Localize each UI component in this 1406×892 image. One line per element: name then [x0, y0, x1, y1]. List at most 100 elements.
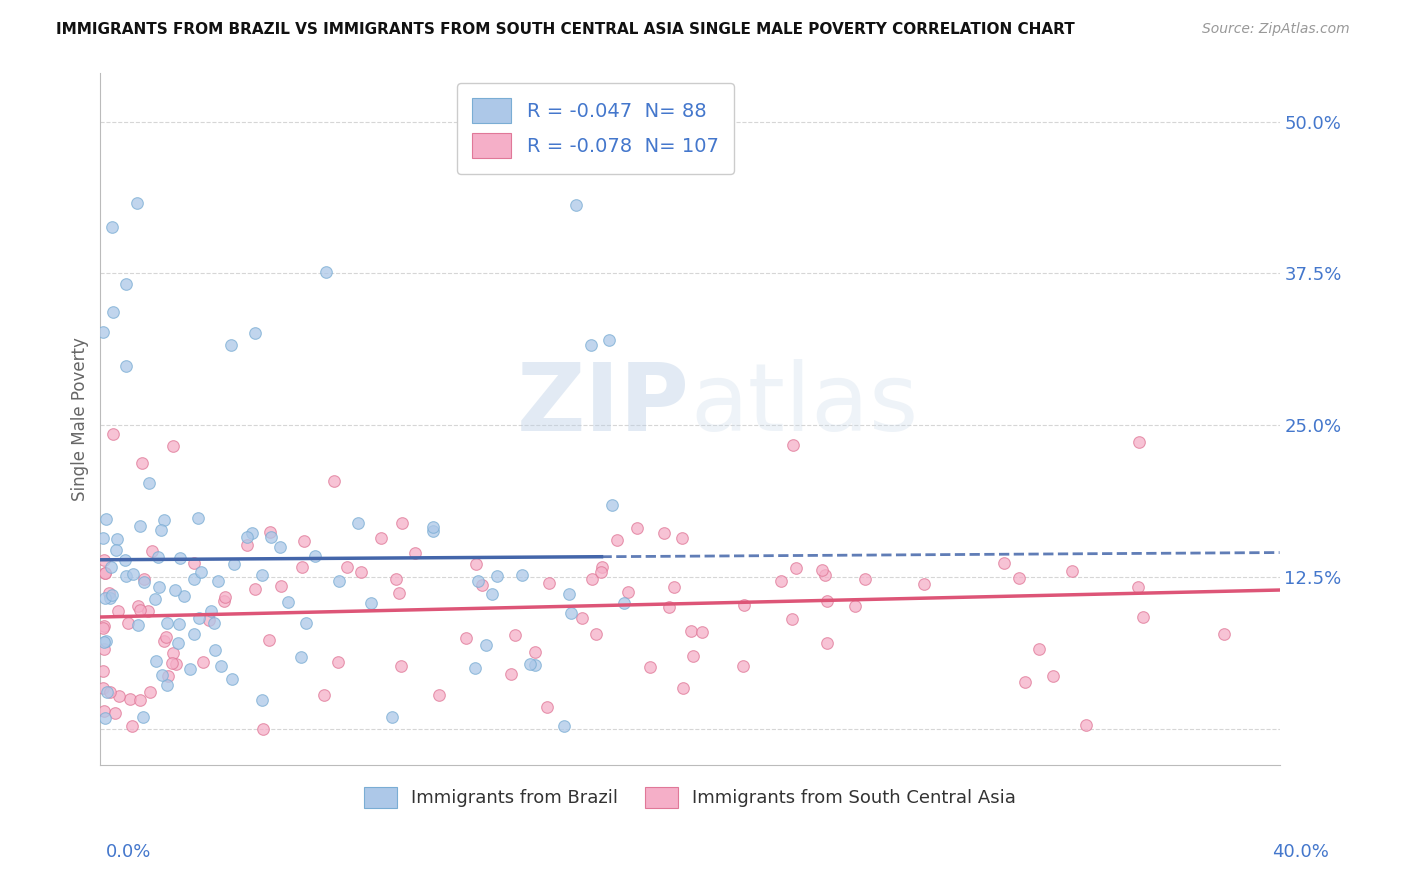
Point	[617, 584, 640, 599]
Point	[270, 579, 292, 593]
Point	[236, 530, 259, 544]
Point	[360, 596, 382, 610]
Point	[652, 526, 675, 541]
Point	[209, 659, 232, 673]
Point	[98, 591, 121, 606]
Point	[475, 638, 498, 652]
Point	[328, 574, 350, 588]
Point	[1128, 435, 1150, 450]
Point	[269, 540, 291, 554]
Point	[350, 565, 373, 579]
Point	[291, 559, 314, 574]
Point	[129, 692, 152, 706]
Point	[93, 642, 115, 657]
Point	[101, 305, 124, 319]
Point	[304, 549, 326, 563]
Point	[91, 664, 114, 678]
Point	[198, 614, 221, 628]
Point	[219, 338, 242, 352]
Point	[242, 526, 264, 541]
Point	[93, 619, 115, 633]
Point	[131, 457, 153, 471]
Point	[780, 612, 803, 626]
Point	[565, 198, 588, 212]
Point	[606, 533, 628, 547]
Point	[94, 512, 117, 526]
Point	[150, 668, 173, 682]
Point	[94, 566, 117, 580]
Text: 40.0%: 40.0%	[1272, 843, 1329, 861]
Point	[600, 498, 623, 512]
Point	[250, 693, 273, 707]
Point	[523, 645, 546, 659]
Point	[385, 572, 408, 586]
Point	[658, 599, 681, 614]
Point	[581, 338, 603, 352]
Point	[427, 689, 450, 703]
Point	[581, 572, 603, 586]
Point	[96, 685, 118, 699]
Point	[91, 531, 114, 545]
Point	[471, 578, 494, 592]
Point	[155, 630, 177, 644]
Point	[464, 558, 486, 572]
Point	[193, 655, 215, 669]
Point	[733, 599, 755, 613]
Point	[467, 574, 489, 588]
Point	[162, 646, 184, 660]
Point	[160, 656, 183, 670]
Point	[148, 581, 170, 595]
Point	[108, 690, 131, 704]
Point	[165, 657, 187, 672]
Point	[179, 662, 201, 676]
Point	[105, 532, 128, 546]
Point	[101, 219, 124, 234]
Text: 0.0%: 0.0%	[105, 843, 150, 861]
Point	[153, 633, 176, 648]
Point	[294, 615, 316, 630]
Point	[162, 439, 184, 453]
Point	[485, 569, 508, 583]
Point	[315, 265, 337, 279]
Point	[167, 636, 190, 650]
Point	[1126, 580, 1149, 594]
Point	[200, 604, 222, 618]
Point	[132, 572, 155, 586]
Point	[156, 615, 179, 630]
Point	[626, 521, 648, 535]
Point	[132, 710, 155, 724]
Point	[598, 333, 620, 347]
Point	[97, 586, 120, 600]
Point	[98, 685, 121, 699]
Point	[1042, 668, 1064, 682]
Point	[454, 632, 477, 646]
Point	[328, 655, 350, 669]
Point	[370, 531, 392, 545]
Point	[523, 658, 546, 673]
Point	[235, 538, 257, 552]
Y-axis label: Single Male Poverty: Single Male Poverty	[72, 337, 89, 501]
Point	[250, 568, 273, 582]
Point	[912, 577, 935, 591]
Point	[117, 615, 139, 630]
Point	[844, 599, 866, 614]
Point	[510, 567, 533, 582]
Point	[769, 574, 792, 588]
Point	[214, 591, 236, 605]
Point	[129, 602, 152, 616]
Point	[690, 625, 713, 640]
Point	[536, 700, 558, 714]
Point	[1014, 674, 1036, 689]
Point	[104, 706, 127, 720]
Text: IMMIGRANTS FROM BRAZIL VS IMMIGRANTS FROM SOUTH CENTRAL ASIA SINGLE MALE POVERTY: IMMIGRANTS FROM BRAZIL VS IMMIGRANTS FRO…	[56, 22, 1076, 37]
Point	[91, 325, 114, 339]
Point	[221, 672, 243, 686]
Point	[187, 510, 209, 524]
Point	[150, 523, 173, 537]
Point	[148, 549, 170, 564]
Point	[94, 634, 117, 648]
Point	[121, 719, 143, 733]
Point	[347, 516, 370, 530]
Point	[202, 616, 225, 631]
Point	[127, 599, 149, 613]
